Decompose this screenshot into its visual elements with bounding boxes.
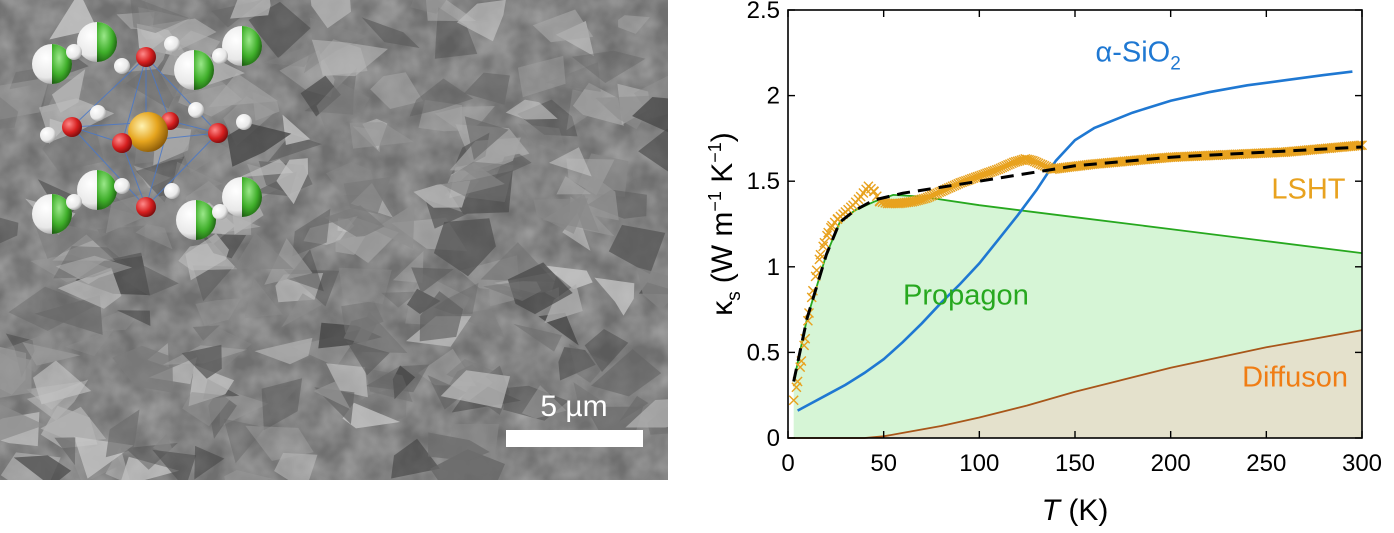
molecular-structure-inset [32, 22, 262, 240]
lsht-marker [909, 196, 920, 207]
thermal-conductivity-chart: 0 50 100 150 200 250 300 0 0.5 1 1.5 2 2.5 α-SiO2 LSH… [705, 0, 1382, 527]
lsht-marker [1010, 156, 1021, 167]
scale-bar-label: 5 µm [540, 390, 607, 423]
x-tick-label: 50 [870, 450, 897, 477]
x-tick-label: 0 [781, 450, 794, 477]
annotation-sio: α-SiO2 [1095, 36, 1180, 74]
lsht-marker [815, 249, 826, 260]
y-tick-label: 1 [767, 254, 780, 281]
lsht-marker [1020, 153, 1031, 164]
annotation-lsht: LSHT [1271, 173, 1345, 205]
scale-bar [506, 430, 643, 447]
total-fit-dashed-line [792, 145, 1363, 382]
oxygen-atom-front [112, 133, 132, 153]
sem-image-panel: 5 µm [0, 0, 668, 480]
lsht-marker [818, 241, 829, 252]
annotation-propagon: Propagon [903, 279, 1029, 311]
area-fills [788, 194, 1362, 438]
chlorine-atoms [32, 22, 262, 240]
lsht-marker [1022, 154, 1033, 165]
sio2-line [796, 70, 1353, 412]
lsht-marker [1024, 154, 1035, 165]
hydrogen-atoms [40, 36, 252, 220]
y-tick-label: 2 [767, 83, 780, 110]
lsht-marker [819, 237, 830, 248]
lsht-marker [1012, 156, 1023, 167]
lsht-marker [1353, 140, 1364, 151]
lsht-marker [823, 227, 834, 238]
lsht-marker [1008, 157, 1019, 168]
x-tick-label: 100 [959, 450, 999, 477]
lsht-marker [822, 230, 832, 241]
lsht-marker [907, 196, 918, 207]
lsht-marker [825, 222, 836, 233]
axis-ticks: 0 50 100 150 200 250 300 0 0.5 1 1.5 2 2.5 [747, 0, 1382, 477]
lsht-marker [915, 194, 925, 205]
lsht-marker [916, 194, 927, 205]
y-axis-label: κs(W m−1 K−1) [705, 132, 745, 316]
sem-fracture-facets [0, 0, 668, 480]
x-tick-label: 250 [1246, 450, 1286, 477]
central-metal-atom [128, 112, 168, 152]
lsht-marker [788, 395, 799, 406]
lsht-marker [913, 195, 924, 206]
diffuson-area-fill [788, 330, 1362, 438]
x-tick-label: 200 [1151, 450, 1191, 477]
lsht-marker [1014, 155, 1025, 166]
y-tick-label: 1.5 [747, 168, 780, 195]
x-tick-label: 300 [1342, 450, 1382, 477]
y-tick-label: 2.5 [747, 0, 780, 24]
series-annotations: α-SiO2 LSHT Propagon Diffuson [903, 36, 1348, 393]
svg-text:κs(W m−1 K−1): κs(W m−1 K−1) [705, 132, 745, 316]
x-tick-label: 150 [1055, 450, 1095, 477]
lsht-marker [869, 186, 880, 197]
y-tick-label: 0.5 [747, 339, 780, 366]
y-tick-label: 0 [767, 425, 780, 452]
annotation-diffuson: Diffuson [1242, 362, 1348, 394]
x-axis-label: T (K) [1042, 494, 1109, 527]
lsht-marker [911, 195, 922, 206]
